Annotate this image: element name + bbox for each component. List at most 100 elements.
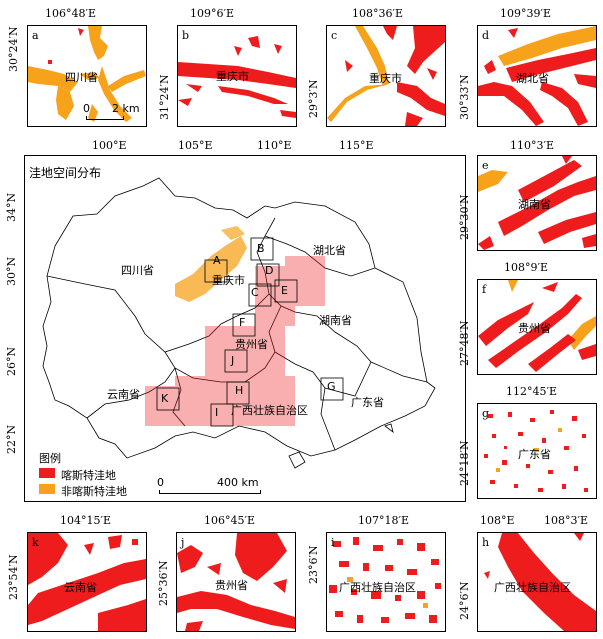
province-label-guangxi: 广西壮族自治区 bbox=[231, 404, 308, 417]
panel-b-lon-label: 109°6′E bbox=[190, 7, 235, 20]
panel-d-letter: d bbox=[482, 29, 490, 42]
main-lon-label-110: 110°E bbox=[257, 139, 292, 152]
panel-k-lat-label: 23°54′N bbox=[7, 554, 20, 600]
main-lat-label-30: 30°N bbox=[5, 256, 18, 286]
panel-j-map bbox=[177, 533, 295, 631]
region-letter-i: I bbox=[215, 406, 219, 419]
panel-d-place-label: 湖北省 bbox=[516, 72, 549, 85]
scale-bar bbox=[159, 490, 261, 494]
panel-g-map bbox=[484, 410, 588, 492]
panel-a-letter: a bbox=[32, 29, 39, 42]
panel-f-map bbox=[478, 280, 596, 372]
panel-a-scale-distance: 2 km bbox=[112, 102, 140, 115]
panel-g-letter: g bbox=[482, 407, 490, 420]
inset-panel-h: h 广西壮族自治区 bbox=[477, 532, 597, 632]
region-letter-f: F bbox=[239, 316, 246, 329]
main-lon-label-105: 105°E bbox=[178, 139, 213, 152]
region-letter-g: G bbox=[327, 380, 336, 393]
region-letter-k: K bbox=[161, 392, 169, 405]
inset-panel-f: f 贵州省 bbox=[477, 279, 597, 375]
inset-panel-i: i 广西壮族自治区 bbox=[326, 532, 446, 632]
region-letter-e: E bbox=[281, 284, 288, 297]
main-map-title: 洼地空间分布 bbox=[29, 166, 102, 180]
panel-d-lat-label: 30°33′N bbox=[458, 74, 471, 120]
panel-f-lon-label: 108°9′E bbox=[504, 261, 549, 274]
panel-i-lon-label: 107°18′E bbox=[358, 514, 410, 527]
panel-f-lat-label: 27°48′N bbox=[458, 320, 471, 366]
panel-h-letter: h bbox=[482, 536, 490, 549]
panel-b-map bbox=[178, 36, 296, 118]
panel-d-lon-label: 109°39′E bbox=[500, 7, 552, 20]
panel-c-letter: c bbox=[331, 29, 338, 42]
panel-a-scale-zero: 0 bbox=[83, 102, 90, 115]
inset-panel-c: c 重庆市 bbox=[326, 25, 446, 127]
panel-h-map bbox=[484, 533, 596, 631]
scale-distance: 400 km bbox=[217, 476, 259, 489]
panel-h-place-label: 广西壮族自治区 bbox=[494, 581, 571, 594]
province-label-yunnan: 云南省 bbox=[107, 388, 140, 401]
main-lat-label-26: 26°N bbox=[5, 346, 18, 376]
region-letter-j: J bbox=[231, 354, 235, 367]
legend-nonkarst-label: 非喀斯特洼地 bbox=[61, 485, 127, 498]
province-label-sichuan: 四川省 bbox=[121, 264, 154, 277]
inset-panel-b: b 重庆市 bbox=[177, 25, 297, 127]
scale-zero: 0 bbox=[157, 476, 164, 489]
panel-b-place-label: 重庆市 bbox=[216, 70, 249, 83]
panel-a-place-label: 四川省 bbox=[65, 71, 98, 84]
panel-e-lat-label: 29°30′N bbox=[458, 194, 471, 240]
panel-h-lat-label: 24°6′N bbox=[458, 581, 471, 620]
panel-c-lon-label: 108°36′E bbox=[352, 7, 404, 20]
panel-e-lon-label: 110°3′E bbox=[510, 139, 555, 152]
province-label-chongqing: 重庆市 bbox=[212, 274, 245, 287]
region-letter-a: A bbox=[213, 254, 221, 267]
main-map: 洼地空间分布 四川省 重庆市 湖北省 湖南省 贵州省 云南省 广西壮族自治区 广… bbox=[24, 155, 466, 502]
region-letter-c: C bbox=[251, 286, 259, 299]
province-label-hubei: 湖北省 bbox=[313, 244, 346, 257]
main-lat-label-34: 34°N bbox=[5, 192, 18, 222]
region-letter-h: H bbox=[235, 384, 244, 397]
inset-panel-g: g 广东省 bbox=[477, 403, 597, 499]
main-lon-label-115: 115°E bbox=[339, 139, 374, 152]
inset-panel-k: k 云南省 bbox=[27, 532, 147, 632]
panel-k-lon-label: 104°15′E bbox=[60, 514, 112, 527]
inset-panel-j: j 贵州省 bbox=[176, 532, 296, 632]
panel-k-place-label: 云南省 bbox=[64, 581, 97, 594]
panel-j-lon-label: 106°45′E bbox=[204, 514, 256, 527]
panel-e-map bbox=[478, 156, 596, 250]
main-lon-label-100: 100°E bbox=[92, 139, 127, 152]
panel-i-map bbox=[329, 537, 441, 623]
province-label-hunan: 湖南省 bbox=[319, 314, 352, 327]
panel-k-map bbox=[28, 533, 146, 631]
main-lat-label-22: 22°N bbox=[5, 424, 18, 454]
legend-karst-label: 喀斯特洼地 bbox=[61, 469, 116, 482]
legend-karst-swatch bbox=[39, 468, 55, 478]
panel-b-letter: b bbox=[182, 29, 190, 42]
panel-f-letter: f bbox=[482, 283, 487, 296]
panel-e-letter: e bbox=[482, 159, 489, 172]
panel-d-map bbox=[478, 26, 596, 126]
province-label-guangdong: 广东省 bbox=[351, 396, 384, 409]
panel-k-letter: k bbox=[32, 536, 39, 549]
panel-i-lat-label: 23°6′N bbox=[307, 545, 320, 584]
panel-f-place-label: 贵州省 bbox=[518, 322, 551, 335]
legend-nonkarst-swatch bbox=[39, 484, 55, 494]
panel-a-lon-label: 106°48′E bbox=[45, 7, 97, 20]
panel-j-letter: j bbox=[181, 536, 185, 549]
legend-title: 图例 bbox=[39, 452, 61, 465]
main-map-svg bbox=[42, 177, 436, 469]
panel-c-place-label: 重庆市 bbox=[369, 72, 402, 85]
inset-panel-e: e 湖南省 bbox=[477, 155, 597, 251]
region-letter-d: D bbox=[265, 264, 274, 277]
panel-a-scale-bar bbox=[86, 116, 124, 120]
panel-a-lat-label: 30°24′N bbox=[7, 26, 20, 72]
panel-g-lon-label: 112°45′E bbox=[506, 385, 558, 398]
inset-panel-a: a 四川省 0 2 km bbox=[27, 25, 147, 127]
panel-c-map bbox=[327, 26, 445, 126]
panel-b-lat-label: 31°24′N bbox=[158, 74, 171, 120]
panel-h-lon2-label: 108°3′E bbox=[544, 514, 589, 527]
panel-j-lat-label: 25°36′N bbox=[157, 560, 170, 606]
inset-panel-d: d 湖北省 bbox=[477, 25, 597, 127]
region-letter-b: B bbox=[257, 242, 265, 255]
panel-i-letter: i bbox=[331, 536, 335, 549]
panel-e-place-label: 湖南省 bbox=[518, 198, 551, 211]
